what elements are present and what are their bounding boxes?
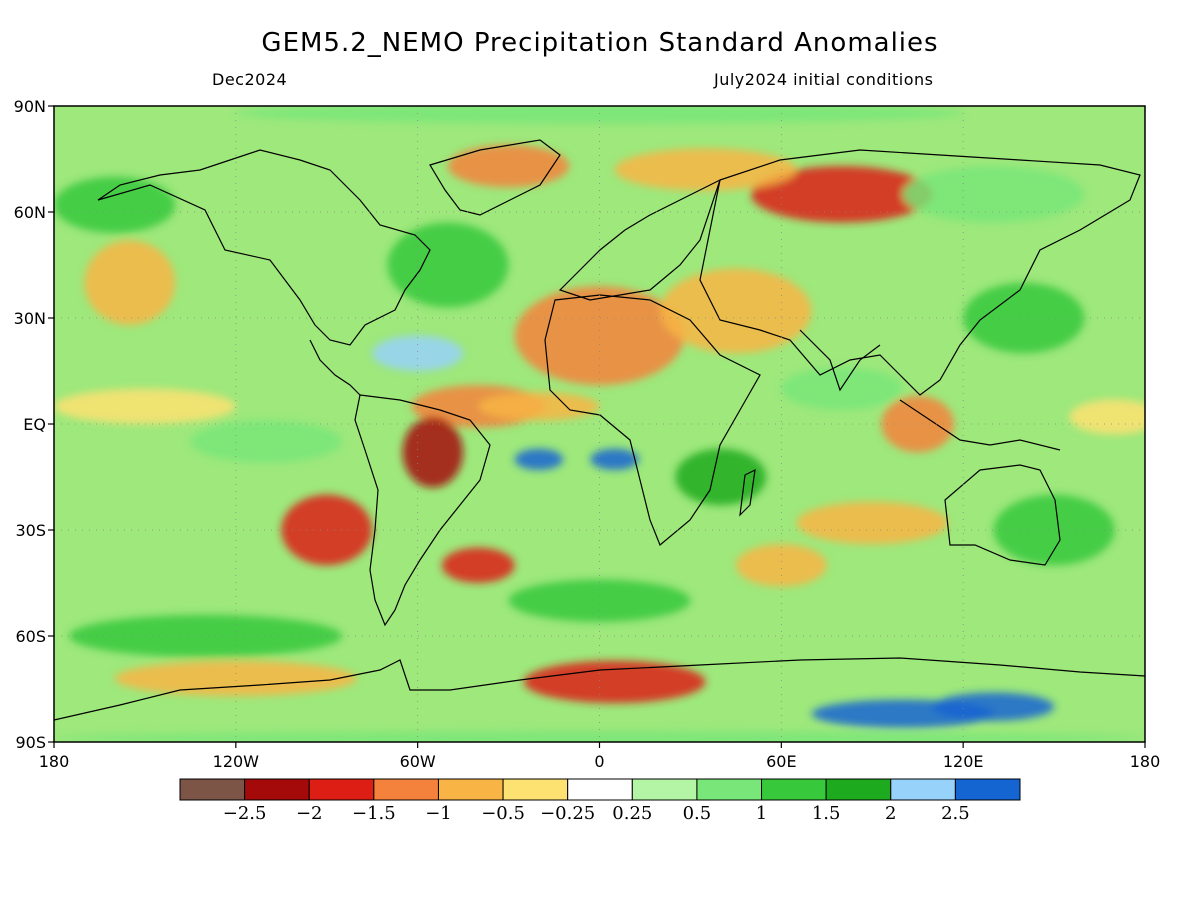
coastline-indonesia bbox=[899, 399, 1061, 451]
coastline-north-america bbox=[97, 149, 431, 346]
colorbar-swatch bbox=[631, 778, 698, 801]
coastline-antarctica bbox=[54, 657, 1145, 721]
colorbar-swatch bbox=[244, 778, 310, 801]
colorbar-label: −2.5 bbox=[223, 803, 267, 824]
colorbar-label: −1.5 bbox=[352, 803, 396, 824]
forecast-month: Dec2024 bbox=[212, 70, 288, 89]
lat-tick-label: 60N bbox=[14, 203, 46, 222]
anomaly-region bbox=[902, 166, 1085, 223]
lon-tick-label: 60E bbox=[766, 752, 796, 771]
lat-tick-label: EQ bbox=[23, 415, 46, 434]
lat-tick-label: 30S bbox=[15, 521, 46, 540]
anomaly-region bbox=[84, 240, 176, 326]
colorbar-swatch bbox=[954, 778, 1021, 801]
colorbar-swatch bbox=[567, 778, 633, 801]
anomaly-region bbox=[235, 106, 964, 124]
initial-conditions: July2024 initial conditions bbox=[714, 70, 934, 89]
colorbar-label: −0.5 bbox=[481, 803, 525, 824]
anomaly-region bbox=[781, 367, 903, 410]
anomaly-region bbox=[441, 547, 515, 583]
graticule bbox=[54, 106, 1145, 742]
colorbar-label: 0.25 bbox=[612, 803, 652, 824]
colorbar-label: −0.25 bbox=[540, 803, 595, 824]
anomaly-region bbox=[796, 501, 949, 545]
lon-tick-label: 180 bbox=[1130, 752, 1161, 771]
anomaly-region bbox=[514, 286, 685, 386]
anomaly-region bbox=[751, 166, 933, 223]
colorbar-swatch bbox=[761, 778, 827, 801]
colorbar-label: 2 bbox=[885, 803, 896, 824]
coastline-madagascar bbox=[739, 468, 756, 517]
anomaly-region bbox=[881, 395, 955, 453]
anomaly-region bbox=[932, 692, 1055, 721]
coastline-australia bbox=[944, 464, 1061, 566]
anomaly-region bbox=[190, 420, 342, 463]
anomaly-region bbox=[402, 416, 464, 488]
coastlines bbox=[54, 139, 1145, 721]
anomaly-region bbox=[114, 660, 358, 697]
colorbar-label: −2 bbox=[296, 803, 323, 824]
colorbar-label: 2.5 bbox=[941, 803, 970, 824]
anomaly-region bbox=[372, 335, 464, 372]
anomaly-region bbox=[387, 222, 509, 308]
anomaly-region bbox=[514, 448, 564, 470]
colorbar-label: 0.5 bbox=[683, 803, 712, 824]
coastline-greenland bbox=[429, 139, 561, 216]
colorbar-label: 1.5 bbox=[812, 803, 841, 824]
anomaly-field bbox=[54, 106, 1145, 742]
anomaly-region bbox=[675, 448, 767, 506]
lat-tick-label: 90S bbox=[15, 733, 46, 752]
anomaly-region bbox=[523, 660, 706, 704]
anomaly-region bbox=[735, 544, 827, 587]
lon-tick-label: 60W bbox=[400, 752, 436, 771]
lat-tick-label: 30N bbox=[14, 309, 46, 328]
anomaly-region bbox=[590, 448, 639, 470]
coastline-central-america bbox=[309, 339, 361, 396]
colorbar: −2.5 −2 −1.5 −1 −0.5 −0.25 0.25 0.5 1 1.5 2 2.5 bbox=[179, 778, 1021, 824]
anomaly-region bbox=[54, 388, 236, 425]
lon-tick-label: 0 bbox=[594, 752, 604, 771]
anomaly-region bbox=[478, 392, 600, 421]
anomaly-region bbox=[963, 282, 1085, 354]
lon-tick-label: 120E bbox=[943, 752, 984, 771]
coastline-india bbox=[799, 329, 881, 392]
chart-title: GEM5.2_NEMO Precipitation Standard Anoma… bbox=[261, 28, 939, 58]
colorbar-swatch bbox=[825, 778, 892, 801]
coastline-south-america bbox=[354, 394, 491, 627]
lat-tick-label: 60S bbox=[15, 627, 46, 646]
anomaly-region bbox=[993, 494, 1115, 566]
anomaly-region bbox=[1069, 399, 1145, 435]
coastline-africa bbox=[544, 294, 761, 546]
anomaly-region bbox=[660, 268, 812, 354]
colorbar-swatch bbox=[373, 778, 439, 801]
colorbar-swatch bbox=[437, 778, 504, 801]
colorbar-swatch bbox=[179, 778, 246, 801]
colorbar-label: 1 bbox=[756, 803, 767, 824]
coastline-asia bbox=[699, 149, 1141, 396]
colorbar-swatch bbox=[696, 778, 763, 801]
anomaly-region bbox=[508, 579, 691, 622]
colorbar-swatch bbox=[308, 778, 375, 801]
colorbar-swatch bbox=[502, 778, 569, 801]
lat-tick-label: 90N bbox=[14, 97, 46, 116]
lon-tick-label: 180 bbox=[39, 752, 70, 771]
lon-tick-label: 120W bbox=[213, 752, 260, 771]
anomaly-region bbox=[54, 176, 176, 234]
anomaly-region bbox=[281, 494, 373, 566]
anomaly-region bbox=[69, 614, 342, 658]
colorbar-swatch bbox=[890, 778, 956, 801]
anomaly-region bbox=[447, 144, 570, 188]
anomaly-region bbox=[614, 148, 797, 191]
colorbar-label: −1 bbox=[425, 803, 452, 824]
